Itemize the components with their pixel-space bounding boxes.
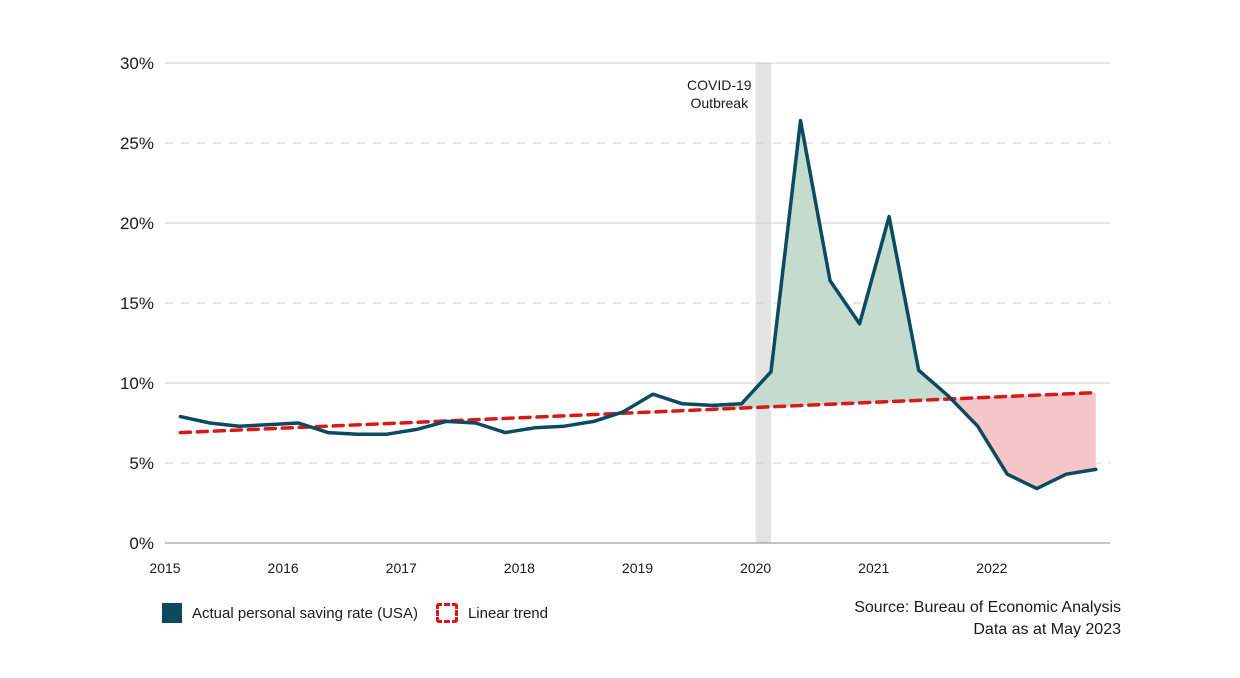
source-line: Source: Bureau of Economic Analysis	[854, 599, 1121, 616]
saving-rate-chart: 0% 5% 10% 15% 20% 25% 30% 2015 2016 2017 2018 2019 2…	[120, 54, 1110, 576]
x-tick-label: 2016	[268, 560, 299, 576]
covid-annotation-line1: COVID-19	[687, 77, 752, 93]
legend-item-trend: Linear trend	[435, 603, 548, 623]
x-tick-label: 2022	[976, 560, 1007, 576]
y-tick-label: 20%	[120, 214, 154, 233]
legend-label-actual: Actual personal saving rate (USA)	[192, 604, 418, 622]
x-tick-label: 2018	[504, 560, 535, 576]
source-note: Source: Bureau of Economic Analysis Data…	[854, 597, 1121, 641]
x-tick-label: 2015	[149, 560, 180, 576]
legend-swatch-trend	[435, 603, 458, 623]
x-tick-label: 2021	[858, 560, 889, 576]
legend-swatch-actual	[162, 603, 182, 623]
legend: Actual personal saving rate (USA) Linear…	[162, 603, 566, 623]
x-tick-label: 2017	[386, 560, 417, 576]
x-tick-label: 2019	[622, 560, 653, 576]
y-tick-label: 15%	[120, 294, 154, 313]
y-tick-label: 10%	[120, 374, 154, 393]
actual-saving-rate-line	[178, 118, 1098, 491]
area-below-trend	[951, 392, 1096, 489]
area-above-trend	[711, 120, 952, 410]
trend-line	[178, 390, 1098, 435]
y-tick-label: 0%	[129, 534, 154, 553]
legend-label-trend: Linear trend	[467, 604, 548, 622]
data-date-line: Data as at May 2023	[973, 621, 1121, 638]
legend-item-actual: Actual personal saving rate (USA)	[162, 603, 418, 623]
x-tick-label: 2020	[740, 560, 771, 576]
covid-annotation-line2: Outbreak	[691, 95, 750, 111]
y-tick-label: 30%	[120, 54, 154, 73]
y-tick-label: 5%	[129, 454, 154, 473]
y-tick-label: 25%	[120, 134, 154, 153]
